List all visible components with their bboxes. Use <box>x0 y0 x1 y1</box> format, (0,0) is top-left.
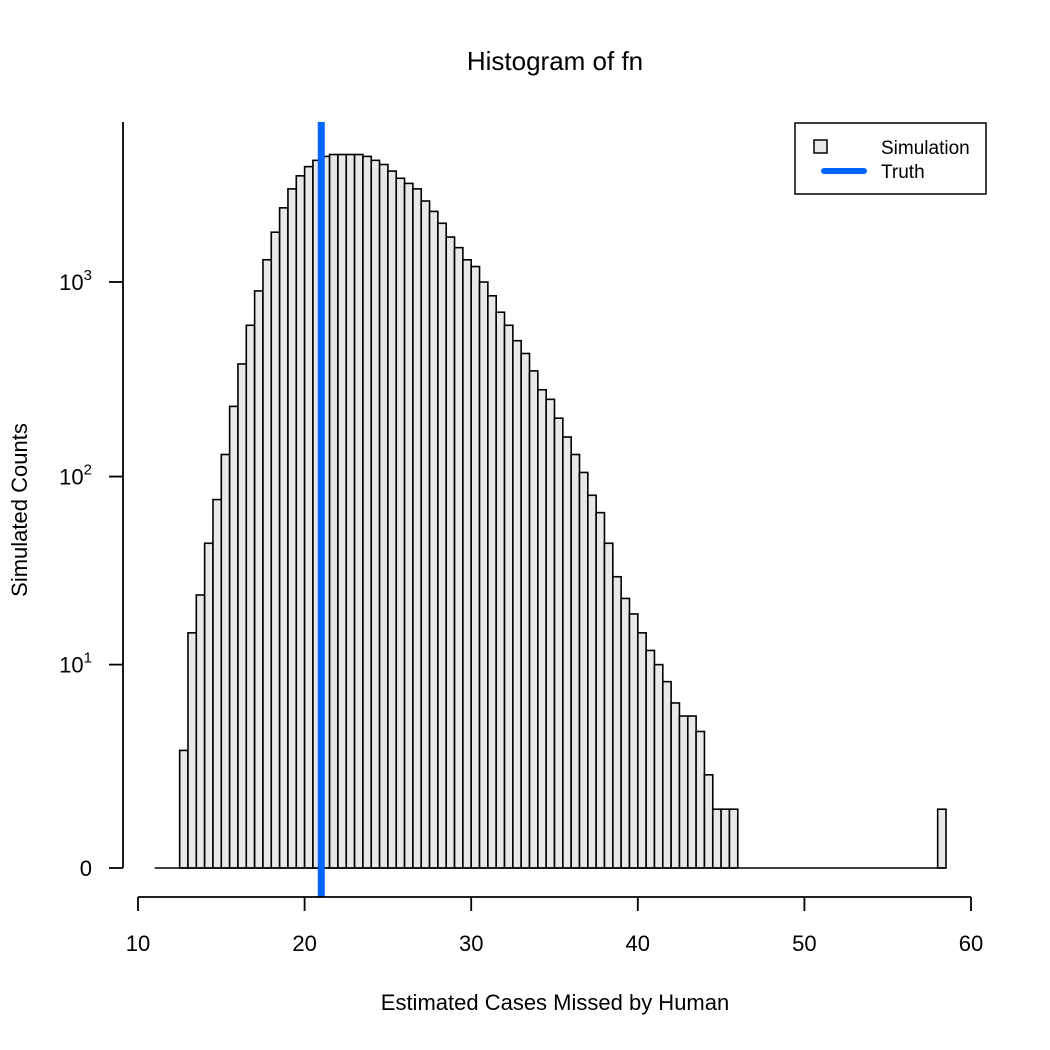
histogram-bars <box>178 153 947 869</box>
histogram-bar <box>661 680 672 869</box>
histogram-bar <box>337 153 348 869</box>
histogram-bar <box>270 231 281 869</box>
x-tick-label: 40 <box>626 931 650 956</box>
histogram-bar <box>587 494 597 869</box>
histogram-bar <box>711 808 722 869</box>
legend: Simulation Truth <box>794 122 987 195</box>
y-tick-label: 103 <box>59 267 92 295</box>
y-tick-label: 0 <box>80 856 92 881</box>
histogram-bar <box>628 613 639 869</box>
histogram-bar <box>495 311 506 869</box>
histogram-bar <box>370 159 381 869</box>
histogram-bar <box>403 182 414 869</box>
histogram-bar <box>237 363 248 869</box>
histogram-bar <box>220 453 231 869</box>
histogram-bar <box>278 207 289 869</box>
x-tick-label: 30 <box>459 931 483 956</box>
histogram-bar <box>462 258 472 869</box>
y-tick-label: 101 <box>59 650 92 678</box>
histogram-bar <box>503 324 514 869</box>
histogram-bar <box>345 153 356 869</box>
histogram-bar <box>670 702 681 869</box>
histogram-bar <box>653 663 664 869</box>
histogram-bar <box>595 511 606 869</box>
histogram-bar <box>262 258 273 869</box>
histogram-bar <box>420 200 431 869</box>
histogram-bar <box>686 715 697 869</box>
legend-box <box>794 122 987 195</box>
histogram-bar <box>578 471 589 869</box>
histogram-bar <box>412 188 423 869</box>
x-tick-label: 10 <box>126 931 150 956</box>
histogram-bar <box>728 808 739 869</box>
histogram-bar <box>395 177 406 869</box>
histogram-bar <box>487 294 497 869</box>
histogram-bar <box>387 170 398 869</box>
x-axis-label: Estimated Cases Missed by Human <box>381 990 729 1015</box>
histogram-bar <box>428 210 439 869</box>
histogram-bar <box>212 498 223 869</box>
histogram-bar <box>553 417 564 869</box>
histogram-bar <box>678 715 689 869</box>
histogram-bar <box>645 649 656 869</box>
histogram-bar <box>245 324 256 869</box>
histogram-bar <box>445 236 456 869</box>
y-axis: 0 101 102 103 <box>59 122 124 881</box>
y-tick-label: 102 <box>59 462 92 490</box>
histogram-bar <box>695 730 706 869</box>
histogram-bar <box>636 632 647 869</box>
histogram-bar <box>203 542 214 869</box>
histogram-bar <box>453 246 464 869</box>
histogram-bar <box>187 632 198 869</box>
histogram-bar <box>195 594 206 869</box>
histogram-bar <box>703 774 714 869</box>
histogram-bar <box>612 575 622 869</box>
chart-title: Histogram of fn <box>467 46 643 76</box>
histogram-bar <box>378 163 389 869</box>
histogram-bar <box>545 398 556 869</box>
histogram-bar <box>253 290 264 869</box>
histogram-bar <box>437 222 448 869</box>
histogram-bar <box>178 749 189 869</box>
histogram-bar <box>287 188 298 869</box>
legend-truth-label: Truth <box>881 162 925 183</box>
histogram-bar <box>520 352 531 869</box>
y-axis-label: Simulated Counts <box>7 423 32 597</box>
histogram-bar <box>537 388 547 869</box>
legend-simulation-swatch <box>813 139 828 154</box>
x-tick-label: 50 <box>792 931 816 956</box>
histogram-bar <box>470 265 481 869</box>
histogram-bar <box>620 597 631 869</box>
x-tick-label: 60 <box>959 931 983 956</box>
histogram-bar <box>603 542 614 869</box>
histogram-bar <box>303 165 314 869</box>
histogram-bar <box>720 808 731 869</box>
histogram-bar <box>528 370 539 869</box>
histogram-bar <box>562 436 572 869</box>
legend-simulation-label: Simulation <box>881 138 970 159</box>
x-axis: 10 20 30 40 50 60 <box>126 896 983 956</box>
histogram-bar <box>570 453 581 869</box>
histogram-bar <box>328 153 339 869</box>
histogram-bar <box>353 153 364 869</box>
histogram-bar <box>478 281 489 869</box>
histogram-bar <box>295 175 306 869</box>
histogram-bar <box>362 155 373 869</box>
x-tick-label: 20 <box>292 931 316 956</box>
histogram-bar <box>228 405 239 869</box>
histogram-bar <box>512 339 522 869</box>
histogram-bar <box>936 808 947 869</box>
